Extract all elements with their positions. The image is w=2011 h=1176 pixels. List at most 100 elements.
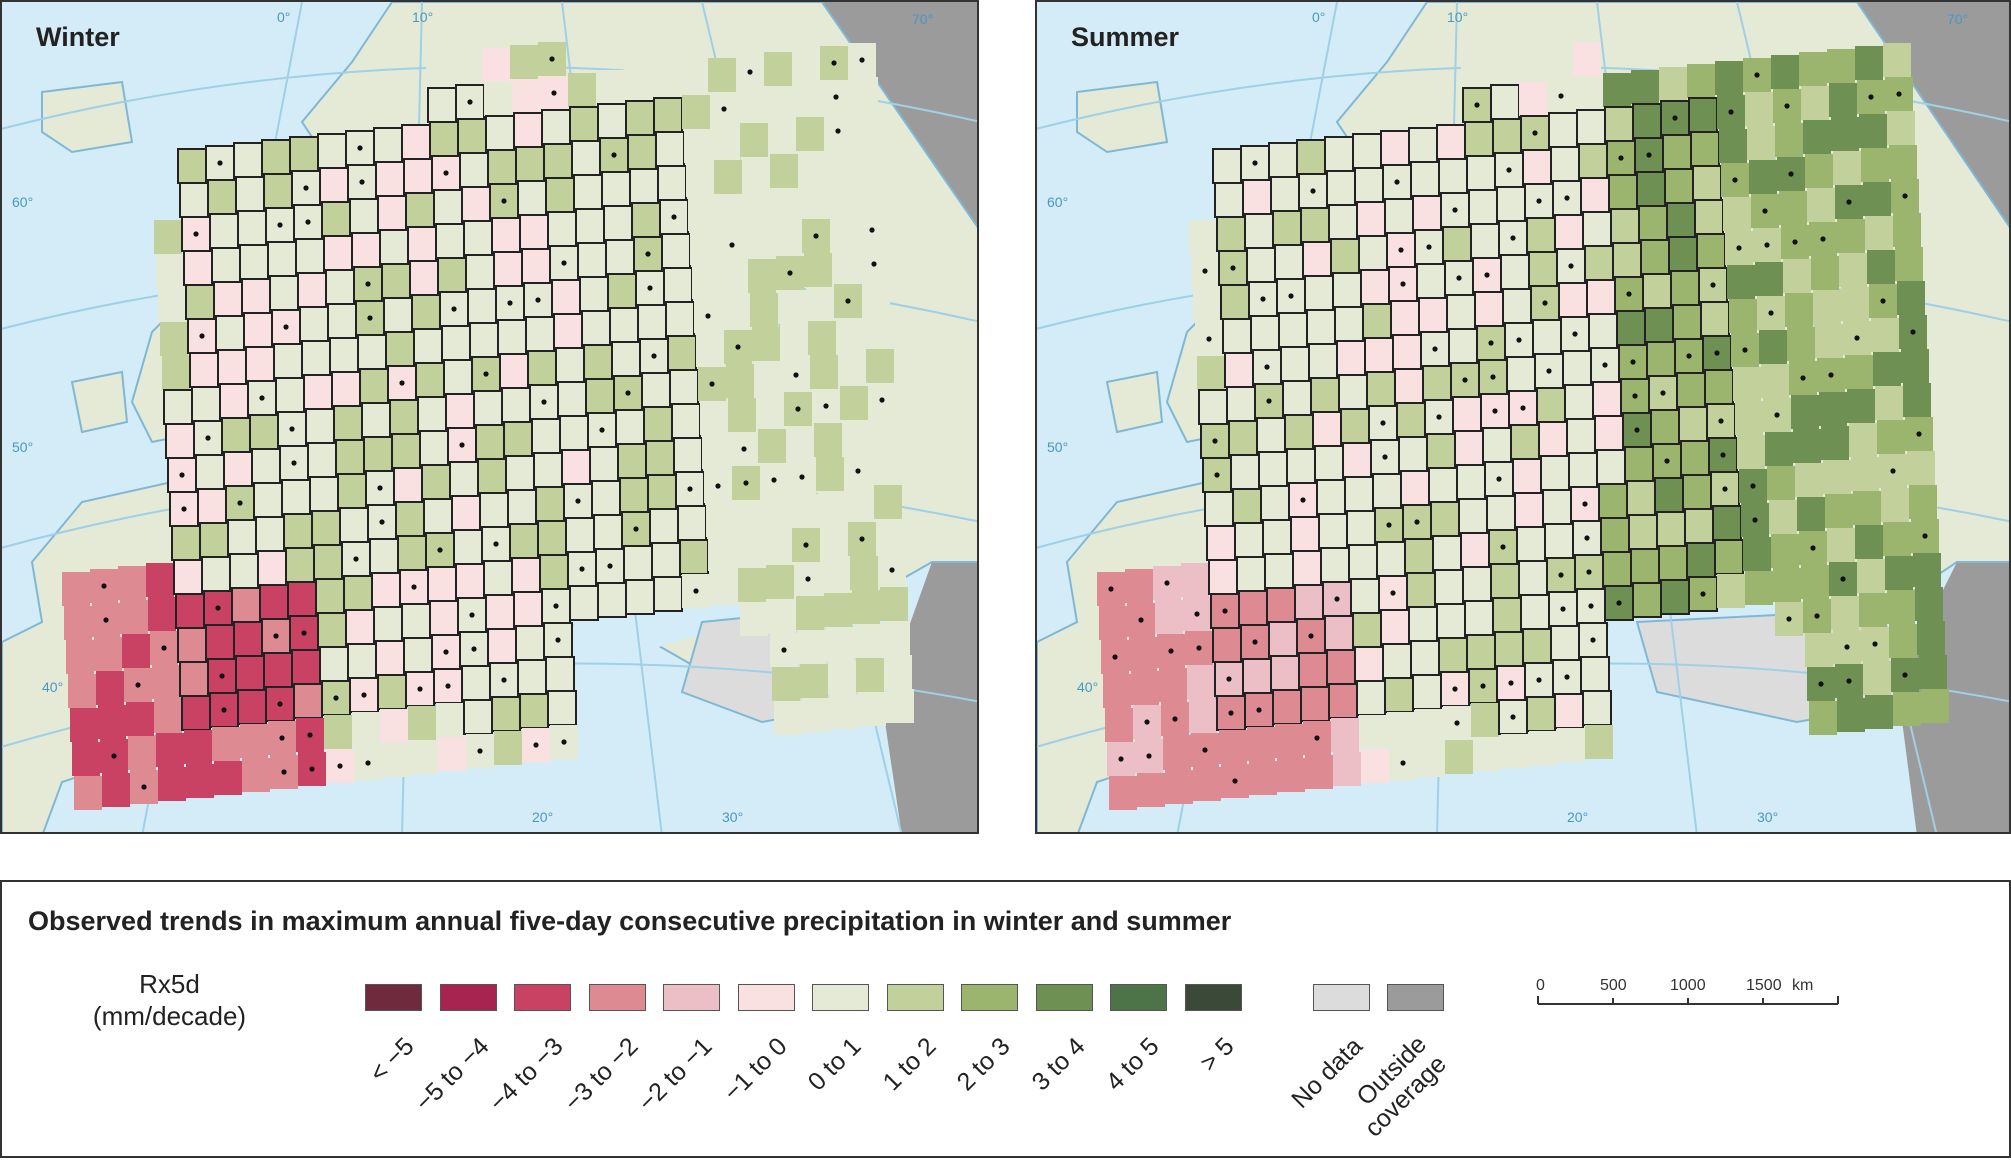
significance-dot	[357, 145, 363, 151]
trend-cell	[653, 97, 683, 133]
trend-cell	[217, 349, 247, 385]
trend-cell	[401, 603, 431, 639]
trend-cell	[826, 627, 854, 661]
significance-dot	[1890, 468, 1896, 474]
trend-cell	[1666, 202, 1696, 238]
trend-cell	[339, 507, 369, 543]
trend-cell	[1660, 579, 1690, 615]
trend-cell	[1362, 303, 1392, 339]
significance-dot	[1560, 606, 1566, 612]
trend-cell	[1517, 48, 1545, 82]
significance-dot	[555, 637, 561, 643]
significance-dot	[1510, 714, 1516, 720]
trend-cell	[633, 236, 663, 272]
significance-dot	[533, 742, 539, 748]
trend-cell	[1181, 563, 1209, 597]
trend-cell	[377, 195, 407, 231]
trend-cell	[191, 386, 221, 422]
trend-cell	[1328, 683, 1358, 719]
trend-cell	[1873, 352, 1901, 386]
significance-dot	[1532, 130, 1538, 136]
significance-dot	[1586, 569, 1592, 575]
trend-cell	[736, 534, 764, 568]
significance-dot	[1432, 346, 1438, 352]
scale-bar: 0 500 1000 1500 km	[1536, 977, 1839, 1005]
significance-dot	[1382, 454, 1388, 460]
trend-cell	[1692, 165, 1722, 201]
trend-cell	[637, 304, 667, 340]
trend-cell	[1410, 161, 1440, 197]
significance-dot	[1686, 353, 1692, 359]
trend-cell	[671, 403, 701, 439]
trend-cell	[1330, 238, 1360, 274]
trend-cell	[661, 233, 691, 269]
significance-dot	[1810, 545, 1816, 551]
trend-cell	[591, 480, 621, 516]
significance-dot	[845, 298, 851, 304]
trend-cell	[1198, 389, 1228, 425]
trend-cell	[850, 556, 878, 590]
trend-cell	[357, 334, 387, 370]
trend-cell	[242, 758, 270, 792]
trend-cell	[1801, 565, 1829, 599]
significance-dot	[1474, 102, 1480, 108]
trend-cell	[1913, 553, 1941, 587]
trend-cell	[331, 371, 361, 407]
trend-cell	[1815, 324, 1843, 358]
trend-cell	[593, 514, 623, 550]
trend-cell	[690, 231, 718, 265]
trend-cell	[349, 198, 379, 234]
trend-cell	[429, 121, 459, 157]
trend-cell	[525, 316, 555, 352]
trend-cell	[207, 179, 237, 215]
trend-cell	[397, 535, 427, 571]
significance-dot	[305, 219, 311, 225]
trend-cell	[764, 52, 792, 86]
trend-cell	[463, 220, 493, 256]
significance-dot	[1672, 115, 1678, 121]
trend-cell	[427, 566, 457, 602]
significance-dot	[1484, 272, 1490, 278]
significance-dot	[1164, 580, 1170, 586]
trend-cell	[1260, 485, 1290, 521]
trend-cell	[303, 374, 333, 410]
trend-cell	[1314, 445, 1344, 481]
significance-dot	[1334, 596, 1340, 602]
significance-dot	[459, 442, 465, 448]
trend-cell	[1334, 306, 1364, 342]
trend-cell	[1859, 114, 1887, 148]
significance-dot	[787, 270, 793, 276]
trend-cell	[559, 415, 589, 451]
trend-cell	[483, 560, 513, 596]
trend-cell	[482, 48, 510, 82]
trend-cell	[1839, 253, 1867, 287]
trend-cell	[1795, 463, 1823, 497]
trend-cell	[714, 160, 742, 194]
trend-cell	[740, 602, 768, 636]
trend-cell	[1490, 563, 1520, 599]
significance-dot	[493, 541, 499, 547]
trend-cell	[1631, 70, 1659, 104]
significance-dot	[1212, 438, 1218, 444]
significance-dot	[101, 583, 107, 589]
trend-cell	[429, 600, 459, 636]
trend-cell	[1700, 301, 1730, 337]
significance-dot	[541, 399, 547, 405]
trend-cell	[1410, 640, 1440, 676]
significance-dot	[781, 647, 787, 653]
trend-cell	[1300, 686, 1330, 722]
trend-cell	[1324, 136, 1354, 172]
trend-cell	[484, 82, 512, 116]
trend-cell	[499, 353, 529, 389]
trend-cell	[852, 111, 880, 145]
significance-dot	[1868, 94, 1874, 100]
trend-cell	[609, 307, 639, 343]
significance-dot	[309, 766, 315, 772]
trend-cell	[70, 708, 98, 742]
legend-swatch	[961, 984, 1018, 1011]
trend-cell	[846, 488, 874, 522]
trend-cell	[1775, 123, 1803, 157]
trend-cell	[1359, 715, 1387, 749]
trend-cell	[403, 158, 433, 194]
significance-dot	[1202, 747, 1208, 753]
